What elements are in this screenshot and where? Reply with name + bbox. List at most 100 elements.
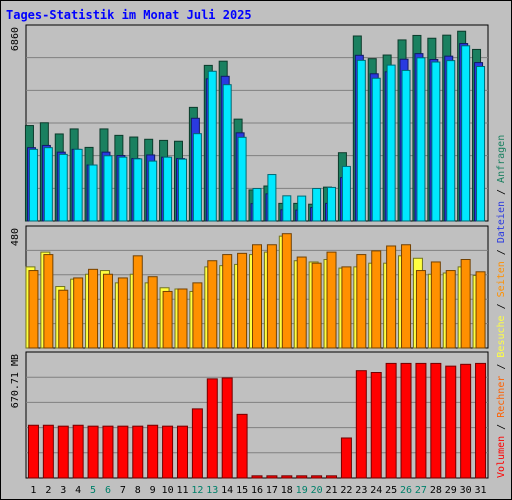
legend-separator: /	[496, 418, 507, 436]
bar-seiten-day-14	[222, 84, 232, 222]
x-tick-label: 27	[415, 485, 427, 496]
chart-title: Tages-Statistik im Monat Juli 2025	[6, 8, 252, 22]
bar-seiten-day-13	[207, 260, 218, 349]
x-tick-label: 16	[251, 485, 263, 496]
bar-seiten-day-31	[476, 66, 486, 222]
x-tick-label: 17	[266, 485, 278, 496]
x-tick-label: 25	[385, 485, 397, 496]
bar-seiten-day-28	[431, 61, 441, 222]
bar-seiten-day-17	[266, 244, 277, 349]
bar-seiten-day-9	[148, 160, 158, 222]
x-tick-label: 7	[120, 485, 126, 496]
bar-seiten-day-13	[207, 70, 217, 222]
bar-seiten-day-3	[58, 289, 69, 349]
x-tick-label: 4	[75, 485, 81, 496]
bar-seiten-day-1	[28, 148, 38, 222]
bar-volumen-day-17	[266, 475, 278, 479]
bar-volumen-day-8	[132, 425, 144, 479]
bar-seiten-day-14	[222, 254, 233, 349]
bar-seiten-day-18	[281, 233, 292, 349]
bar-volumen-day-22	[340, 437, 352, 479]
bar-seiten-day-23	[356, 254, 367, 349]
x-tick-label: 2	[45, 485, 51, 496]
x-tick-label: 30	[460, 485, 472, 496]
bar-seiten-day-20	[312, 188, 322, 222]
x-tick-label: 23	[355, 485, 367, 496]
bar-volumen-day-3	[57, 425, 69, 479]
x-tick-label: 28	[430, 485, 442, 496]
bar-seiten-day-5	[88, 164, 98, 222]
bar-seiten-day-25	[386, 64, 396, 222]
bar-volumen-day-28	[430, 362, 442, 479]
x-tick-label: 9	[150, 485, 156, 496]
bar-seiten-day-29	[446, 60, 456, 222]
bar-volumen-day-10	[162, 425, 174, 479]
bar-volumen-day-21	[326, 475, 338, 479]
x-tick-label: 11	[176, 485, 188, 496]
legend-item-volumen: Volumen	[496, 436, 507, 478]
x-tick-label: 21	[325, 485, 337, 496]
legend-item-besuche: Besuche	[496, 315, 507, 357]
bar-volumen-day-23	[355, 370, 367, 479]
bar-seiten-day-23	[356, 59, 366, 222]
legend-separator: /	[496, 243, 507, 261]
bar-seiten-day-18	[282, 195, 292, 222]
bar-seiten-day-8	[133, 158, 143, 222]
x-tick-label: 29	[445, 485, 457, 496]
bar-volumen-day-9	[147, 424, 159, 479]
bar-seiten-day-5	[88, 268, 99, 349]
bar-volumen-day-2	[42, 424, 54, 479]
bar-volumen-day-26	[400, 362, 412, 479]
bar-seiten-day-17	[267, 174, 277, 222]
bar-volumen-day-18	[281, 475, 293, 479]
bar-seiten-day-27	[415, 270, 426, 349]
bar-volumen-day-30	[460, 363, 472, 479]
x-tick-label: 24	[370, 485, 382, 496]
bar-volumen-day-31	[475, 362, 487, 479]
bar-volumen-day-19	[296, 475, 308, 479]
bar-volumen-day-1	[27, 424, 39, 479]
bar-seiten-day-29	[445, 270, 456, 349]
x-tick-label: 14	[221, 485, 233, 496]
x-tick-label: 5	[90, 485, 96, 496]
bar-volumen-day-11	[176, 425, 188, 479]
bar-seiten-day-30	[461, 45, 471, 222]
bar-seiten-day-12	[192, 133, 202, 222]
legend-right: Volumen / Rechner / Besuche / Seiten / D…	[496, 135, 507, 478]
bar-seiten-day-4	[73, 277, 84, 349]
bar-seiten-day-9	[147, 276, 158, 349]
bar-volumen-day-16	[251, 475, 263, 479]
bar-volumen-day-20	[311, 475, 323, 479]
bar-seiten-day-1	[28, 270, 39, 349]
bar-seiten-day-7	[118, 156, 128, 222]
bar-seiten-day-31	[475, 271, 486, 349]
bar-volumen-day-7	[117, 425, 129, 479]
bar-seiten-day-27	[416, 57, 426, 222]
bar-seiten-day-21	[326, 251, 337, 349]
bar-seiten-day-6	[102, 273, 113, 349]
bar-seiten-day-20	[311, 262, 322, 349]
bar-volumen-day-12	[191, 408, 203, 479]
x-tick-label: 12	[191, 485, 203, 496]
bar-volumen-day-14	[221, 377, 233, 479]
bar-seiten-day-22	[341, 165, 351, 222]
bar-seiten-day-10	[163, 156, 173, 222]
x-tick-label: 3	[60, 485, 66, 496]
x-tick-label: 8	[135, 485, 141, 496]
bar-seiten-day-7	[117, 277, 128, 349]
legend-separator: /	[496, 183, 507, 201]
bar-volumen-day-27	[415, 362, 427, 479]
x-tick-label: 1	[30, 485, 36, 496]
x-tick-label: 20	[311, 485, 323, 496]
bar-volumen-day-13	[206, 378, 218, 479]
bar-volumen-day-6	[102, 425, 114, 479]
y-max-label: 6860	[10, 27, 21, 51]
y-max-label: 480	[10, 228, 21, 246]
bar-seiten-day-21	[327, 186, 337, 222]
bar-volumen-day-25	[385, 362, 397, 479]
bar-volumen-day-4	[72, 424, 84, 479]
bar-seiten-day-8	[132, 255, 143, 349]
legend-item-rechner: Rechner	[496, 376, 507, 418]
bar-seiten-day-25	[386, 245, 397, 349]
bar-seiten-day-15	[237, 252, 248, 349]
